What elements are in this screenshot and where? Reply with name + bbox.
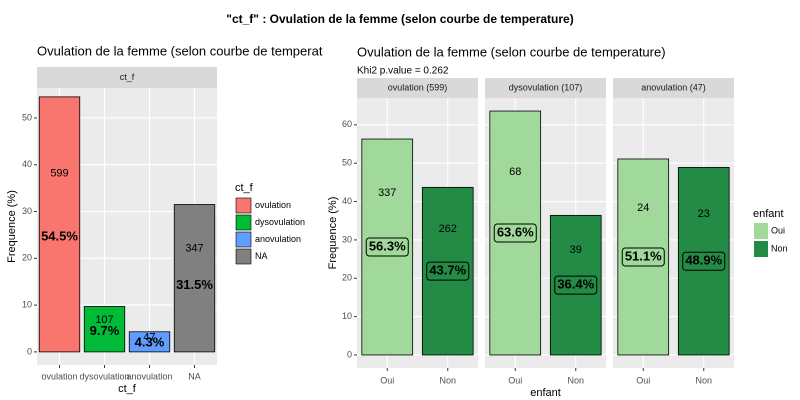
chart-title: Ovulation de la femme (selon courbe de t… (357, 44, 666, 59)
y-tick-label: 30 (22, 206, 32, 216)
value-label: 9.7% (90, 323, 120, 338)
y-tick-label: 0 (27, 346, 32, 356)
y-tick-label: 10 (342, 311, 352, 321)
chart-subtitle: Khi2 p.value = 0.262 (357, 66, 449, 77)
legend-label: Oui (771, 225, 785, 235)
strip (357, 78, 478, 98)
value-label-box (493, 223, 537, 243)
value-label: 51.1% (625, 248, 662, 263)
count-label: 47 (143, 332, 155, 344)
value-label: 48.9% (685, 253, 722, 268)
value-label-box (554, 275, 598, 295)
bar (83, 306, 126, 353)
count-label: 24 (637, 202, 649, 214)
count-label: 337 (378, 187, 396, 199)
count-label: 347 (185, 243, 203, 255)
x-axis-label: enfant (530, 387, 561, 399)
facet-label: dysovulation (107) (509, 82, 583, 92)
legend-label: dysovulation (255, 217, 305, 227)
count-label: 599 (50, 167, 68, 179)
y-axis-label: Frequence (%) (6, 190, 18, 263)
count-label: 23 (698, 208, 710, 220)
count-label: 39 (570, 244, 582, 256)
legend-key (235, 231, 252, 248)
x-tick-label: dysovulation (79, 371, 129, 381)
y-tick-label: 60 (342, 119, 352, 129)
y-tick-label: 20 (342, 273, 352, 283)
legend-title: enfant (753, 208, 784, 220)
facet-label: ovulation (599) (388, 82, 448, 92)
y-tick-label: 20 (22, 253, 32, 263)
x-tick-label: anovulation (126, 371, 172, 381)
count-label: 262 (439, 223, 457, 235)
bar (173, 204, 216, 353)
bar (128, 331, 171, 353)
x-tick-label: Non (567, 375, 584, 385)
value-label-box (682, 251, 726, 271)
count-label: 107 (95, 314, 113, 326)
value-label: 56.3% (369, 238, 406, 253)
y-tick-label: 40 (342, 196, 352, 206)
legend-label: ovulation (255, 200, 291, 210)
legend-key (754, 223, 768, 239)
bar (38, 96, 81, 353)
strip (613, 78, 734, 98)
legend-key (754, 241, 768, 257)
chart-title: Ovulation de la femme (selon courbe de t… (37, 43, 323, 58)
x-tick-label: Non (439, 375, 456, 385)
y-tick-label: 50 (342, 158, 352, 168)
count-label: 68 (509, 166, 521, 178)
legend-label: Non (771, 243, 788, 253)
strip (485, 78, 606, 98)
y-tick-label: 0 (347, 349, 352, 359)
x-tick-label: Oui (636, 375, 650, 385)
x-tick-label: NA (188, 371, 201, 381)
value-label: 4.3% (135, 334, 165, 349)
x-tick-label: Oui (508, 375, 522, 385)
strip (37, 67, 217, 88)
page-title: "ct_f" : Ovulation de la femme (selon co… (226, 12, 573, 26)
value-label: 63.6% (497, 224, 534, 239)
value-label-box (426, 261, 470, 281)
value-label-box (621, 247, 665, 267)
facet-label: ct_f (120, 72, 135, 82)
legend-key (235, 248, 252, 265)
legend-title: ct_f (235, 182, 254, 194)
x-tick-label: Oui (380, 375, 394, 385)
legend-label: NA (255, 251, 268, 261)
x-tick-label: Non (695, 375, 712, 385)
y-tick-label: 10 (22, 299, 32, 309)
legend-label: anovulation (255, 234, 301, 244)
value-label: 54.5% (41, 229, 78, 244)
value-label-box (365, 237, 409, 257)
value-label: 31.5% (176, 277, 213, 292)
x-axis-label: ct_f (118, 383, 137, 395)
y-tick-label: 50 (22, 112, 32, 122)
y-tick-label: 30 (342, 234, 352, 244)
value-label: 36.4% (557, 277, 594, 292)
legend-key (235, 197, 252, 214)
facet-label: anovulation (47) (641, 82, 706, 92)
y-tick-label: 40 (22, 159, 32, 169)
y-axis-label: Frequence (%) (327, 197, 339, 270)
value-label: 43.7% (429, 263, 466, 278)
legend-key (235, 214, 252, 231)
x-tick-label: ovulation (41, 371, 77, 381)
